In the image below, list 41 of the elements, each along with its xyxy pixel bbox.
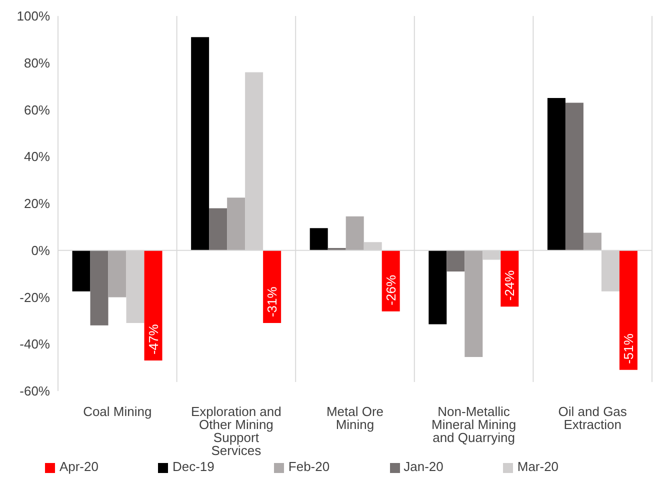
bar [191, 37, 210, 250]
bar [209, 208, 228, 250]
x-tick-label: Oil and Gas Extraction [558, 404, 628, 432]
data-label: -47% [146, 324, 161, 355]
y-tick-label: -60% [20, 384, 50, 399]
y-tick-label: 60% [24, 102, 50, 118]
bar [263, 250, 282, 324]
data-label: -51% [620, 333, 636, 364]
bar [565, 102, 584, 250]
y-tick-label: 40% [24, 149, 50, 164]
y-tick-label: -20% [20, 290, 50, 305]
x-tick-label: Metal Ore Mining [326, 404, 384, 432]
bar [428, 250, 447, 324]
bar [583, 232, 602, 250]
legend-label: Jan-20 [404, 459, 444, 474]
legend-label: Mar-20 [517, 459, 559, 474]
y-tick-label: 0% [31, 242, 50, 258]
bar [547, 98, 566, 250]
y-tick-label: 100% [16, 8, 50, 24]
bar [108, 250, 126, 298]
bar [346, 216, 364, 250]
y-tick-label: -40% [20, 336, 50, 352]
bar [90, 250, 108, 326]
bar [227, 198, 246, 250]
x-tick-label: Non-Metallic Mineral Mining and Quarrying [432, 404, 516, 446]
bar [446, 250, 465, 272]
bar [144, 250, 162, 361]
legend-label: Apr-20 [59, 459, 98, 474]
data-label: -31% [264, 286, 280, 318]
x-tick-label: Exploration and Other Mining Support Services [191, 404, 282, 458]
data-label: -26% [383, 274, 398, 306]
data-label: -24% [502, 270, 518, 301]
y-tick-label: 20% [24, 196, 50, 212]
y-tick-label: 80% [24, 55, 50, 70]
x-tick-label: Coal Mining [83, 404, 152, 420]
bar [464, 250, 483, 358]
bar [619, 250, 638, 370]
legend-label: Dec-19 [172, 459, 214, 474]
legend-label: Feb-20 [288, 459, 330, 474]
bar [310, 228, 328, 250]
bar [72, 250, 90, 292]
